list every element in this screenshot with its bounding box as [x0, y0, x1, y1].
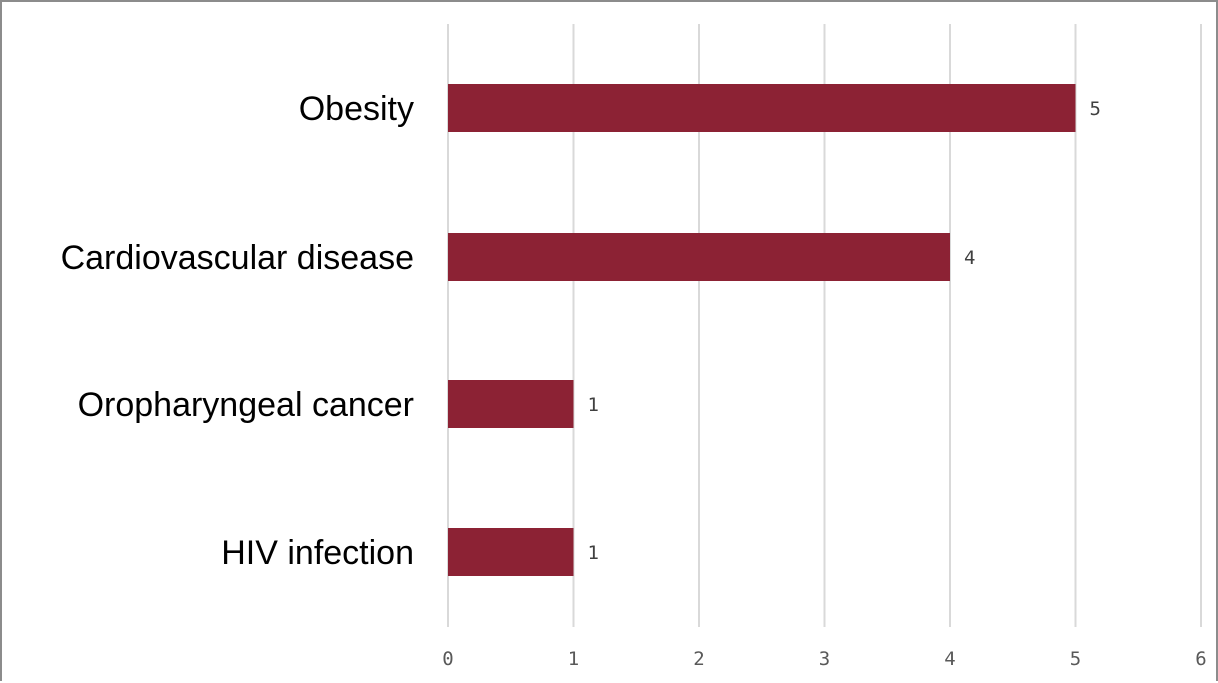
x-tick-label-6: 6 [1195, 648, 1206, 670]
bars [448, 84, 1076, 576]
x-tick-label-3: 3 [819, 648, 830, 670]
bar-obesity [448, 84, 1076, 132]
data-label-cardiovascular-disease: 4 [964, 247, 975, 269]
x-tick-label-1: 1 [568, 648, 579, 670]
bar-oropharyngeal-cancer [448, 380, 574, 428]
category-label-hiv-infection: HIV infection [221, 534, 414, 572]
x-tick-label-4: 4 [944, 648, 955, 670]
data-label-hiv-infection: 1 [588, 542, 599, 564]
data-label-oropharyngeal-cancer: 1 [588, 394, 599, 416]
category-label-oropharyngeal-cancer: Oropharyngeal cancer [78, 386, 414, 424]
labels: 0 1 2 3 4 5 6 Obesity 5 Cardiovascular disease 4 Or… [61, 90, 1207, 670]
x-tick-label-0: 0 [442, 648, 453, 670]
x-tick-label-2: 2 [693, 648, 704, 670]
x-tick-label-5: 5 [1070, 648, 1081, 670]
bar-cardiovascular-disease [448, 233, 950, 281]
category-label-cardiovascular-disease: Cardiovascular disease [61, 239, 414, 277]
category-label-obesity: Obesity [299, 90, 414, 128]
bar-hiv-infection [448, 528, 574, 576]
data-label-obesity: 5 [1090, 98, 1101, 120]
